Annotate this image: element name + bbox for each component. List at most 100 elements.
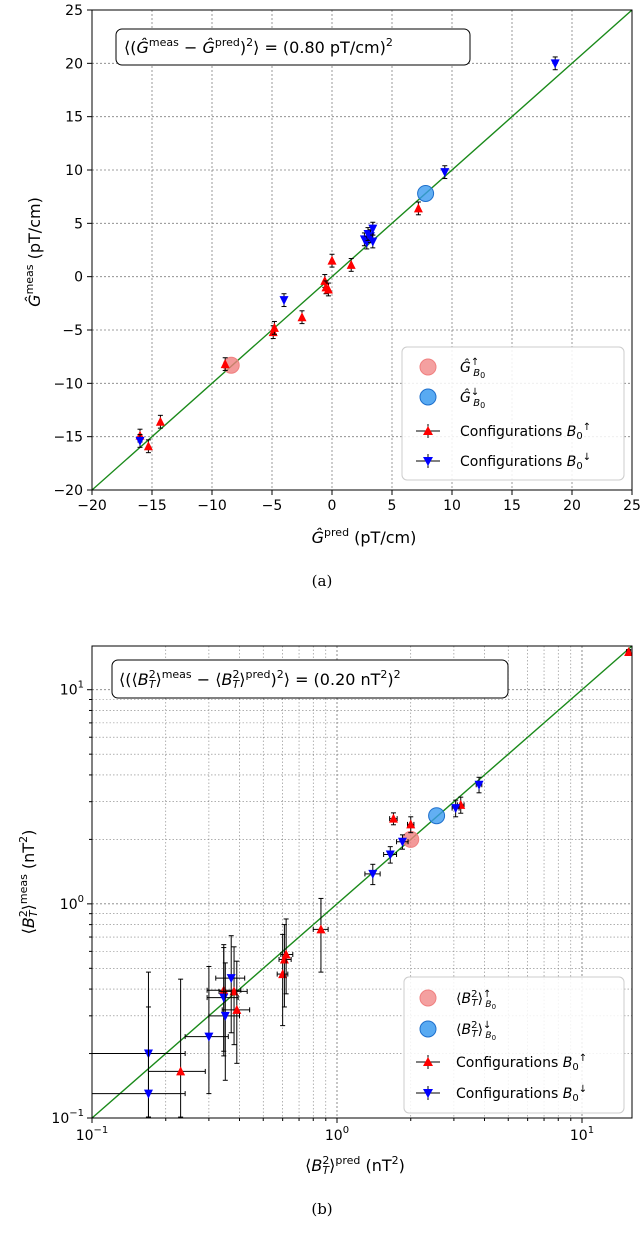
legend-a-item-down-mean: Ĝ↓ B0 bbox=[419, 387, 485, 410]
data-point bbox=[368, 224, 378, 234]
svg-text:⟨B2T⟩↑B0: ⟨B2 T⟩↑ B0 bbox=[456, 989, 496, 1011]
chart-b-reference-line bbox=[92, 646, 632, 1118]
chart-a-ylabel: Ĝmeas (pT/cm) bbox=[23, 197, 44, 307]
tick-label-y: −10 bbox=[53, 376, 83, 392]
tick-label-x: 5 bbox=[388, 498, 397, 514]
data-point bbox=[397, 837, 407, 847]
svg-text:⟨B2T⟩↓B0: ⟨B2 T⟩↓ B0 bbox=[456, 1020, 496, 1042]
tick-label-x: −10 bbox=[197, 498, 227, 514]
data-point bbox=[226, 974, 236, 984]
tick-label-y: −20 bbox=[53, 483, 83, 499]
data-point bbox=[474, 780, 484, 790]
data-point bbox=[327, 255, 337, 265]
tick-label-y: 15 bbox=[65, 110, 83, 126]
chart-a-ticks: −20−20 −15 −15 −10 −10 −5 −5 0 0 5 5 10 10 15 15 20 20 25… bbox=[53, 3, 640, 514]
data-point bbox=[204, 1032, 214, 1042]
data-point bbox=[219, 993, 229, 1003]
legend-b-item-down-mean: ⟨B2 T⟩↓ B0 bbox=[419, 1020, 496, 1042]
data-point bbox=[220, 1011, 230, 1021]
legend-b-item-config-down: Configurations B0↓ bbox=[416, 1084, 587, 1104]
chart-a-reference-line bbox=[92, 10, 632, 490]
data-point bbox=[279, 954, 289, 964]
legend-b-item-up-mean: ⟨B2 T⟩↑ B0 bbox=[419, 989, 496, 1011]
data-point bbox=[428, 807, 446, 825]
tick-label-exponent: 1 bbox=[588, 1125, 594, 1136]
tick-label-base: 10 bbox=[60, 897, 78, 913]
tick-label-x: −20 bbox=[77, 498, 107, 514]
legend-a-item-config-down: Configurations B0↓ bbox=[416, 452, 591, 472]
svg-text:Configurations B0↓: Configurations B0↓ bbox=[460, 452, 591, 472]
chart-a-xlabel: Ĝpred (pT/cm) bbox=[312, 526, 417, 547]
data-point bbox=[316, 924, 326, 934]
tick-label-x: 10−1 bbox=[76, 1125, 109, 1144]
legend-a-item-up-mean: Ĝ↑ B0 bbox=[419, 357, 485, 380]
tick-label-base: 10 bbox=[76, 1128, 94, 1144]
tick-label-x: 25 bbox=[623, 498, 641, 514]
tick-label-x: −5 bbox=[262, 498, 283, 514]
plot-frame bbox=[91, 9, 633, 491]
tick-label-y: 0 bbox=[74, 270, 83, 286]
data-point bbox=[550, 59, 560, 69]
chart-b-ylabel: ⟨B2T⟩meas (nT2) bbox=[17, 830, 40, 935]
tick-label-base: 10 bbox=[570, 1128, 588, 1144]
tick-label-x: 0 bbox=[328, 498, 337, 514]
data-point bbox=[232, 1004, 242, 1014]
data-point bbox=[143, 441, 153, 451]
legend-b-item-config-up: Configurations B0↑ bbox=[416, 1053, 587, 1073]
chart-b-legend: ⟨B2 T⟩↑ B0 ⟨B2 T⟩↓ B0 Configurations B0↑ Con… bbox=[403, 976, 625, 1114]
data-point bbox=[388, 813, 398, 823]
data-point bbox=[368, 237, 378, 247]
data-point bbox=[346, 259, 356, 269]
data-point bbox=[413, 203, 423, 213]
data-point bbox=[323, 284, 333, 294]
tick-label-x: 15 bbox=[503, 498, 521, 514]
tick-label-y: 101 bbox=[60, 680, 84, 699]
data-point bbox=[624, 647, 632, 657]
data-point bbox=[385, 850, 395, 860]
plot-frame bbox=[91, 645, 633, 1119]
tick-label-y: 10 bbox=[65, 163, 83, 179]
data-point bbox=[135, 436, 145, 446]
tick-label-y: 10−1 bbox=[51, 1108, 84, 1127]
data-point bbox=[155, 416, 165, 426]
tick-label-exponent: −1 bbox=[69, 1108, 84, 1119]
data-point bbox=[451, 804, 461, 814]
svg-text:⟨(Ĝmeas − Ĝpred)2⟩ = (0.80 pT/: ⟨(Ĝmeas − Ĝpred)2⟩ = (0.80 pT/cm)2 bbox=[124, 36, 393, 57]
chart-a: −20−20 −15 −15 −10 −10 −5 −5 0 0 5 5 10 10 15 15 20 20 25… bbox=[23, 3, 641, 590]
chart-a-frame bbox=[91, 9, 633, 491]
tick-label-base: 10 bbox=[51, 1111, 69, 1127]
chart-b-frame bbox=[91, 645, 633, 1119]
chart-b-marks bbox=[92, 647, 632, 1118]
data-point bbox=[220, 359, 230, 369]
data-point bbox=[279, 296, 289, 306]
data-point bbox=[406, 819, 416, 829]
tick-label-y: 100 bbox=[60, 894, 84, 913]
tick-label-base: 10 bbox=[325, 1128, 343, 1144]
chart-b-xlabel: ⟨B2 T⟩pred (nT2) bbox=[305, 1154, 405, 1177]
tick-label-x: 100 bbox=[325, 1125, 349, 1144]
tick-label-exponent: 0 bbox=[343, 1125, 349, 1136]
data-point bbox=[417, 184, 435, 202]
tick-label-base: 10 bbox=[60, 683, 78, 699]
data-point bbox=[368, 869, 378, 879]
chart-a-legend: Ĝ↑ B0 Ĝ↓ B0 Configurations B0↑ Configurati… bbox=[401, 346, 625, 481]
legend-a-item-config-up: Configurations B0↑ bbox=[416, 422, 591, 442]
data-point bbox=[281, 949, 291, 959]
tick-label-y: −15 bbox=[53, 430, 83, 446]
tick-label-x: 101 bbox=[570, 1125, 594, 1144]
tick-label-exponent: −1 bbox=[94, 1125, 109, 1136]
tick-label-x: 10 bbox=[443, 498, 461, 514]
data-point bbox=[297, 312, 307, 322]
tick-label-y: 5 bbox=[74, 216, 83, 232]
tick-label-y: 20 bbox=[65, 56, 83, 72]
tick-label-exponent: 0 bbox=[78, 894, 84, 905]
chart-a-marks bbox=[135, 56, 560, 454]
chart-a-caption: (a) bbox=[312, 572, 333, 590]
svg-text:Ĝ↑B0: Ĝ↑ B0 bbox=[460, 357, 485, 380]
svg-text:Configurations B0↑: Configurations B0↑ bbox=[460, 422, 591, 442]
chart-b-caption: (b) bbox=[311, 1200, 332, 1218]
tick-label-y: −5 bbox=[62, 323, 83, 339]
chart-a-annotation: ⟨(Ĝmeas − Ĝpred)2⟩ = (0.80 pT/cm)2 bbox=[115, 28, 471, 66]
